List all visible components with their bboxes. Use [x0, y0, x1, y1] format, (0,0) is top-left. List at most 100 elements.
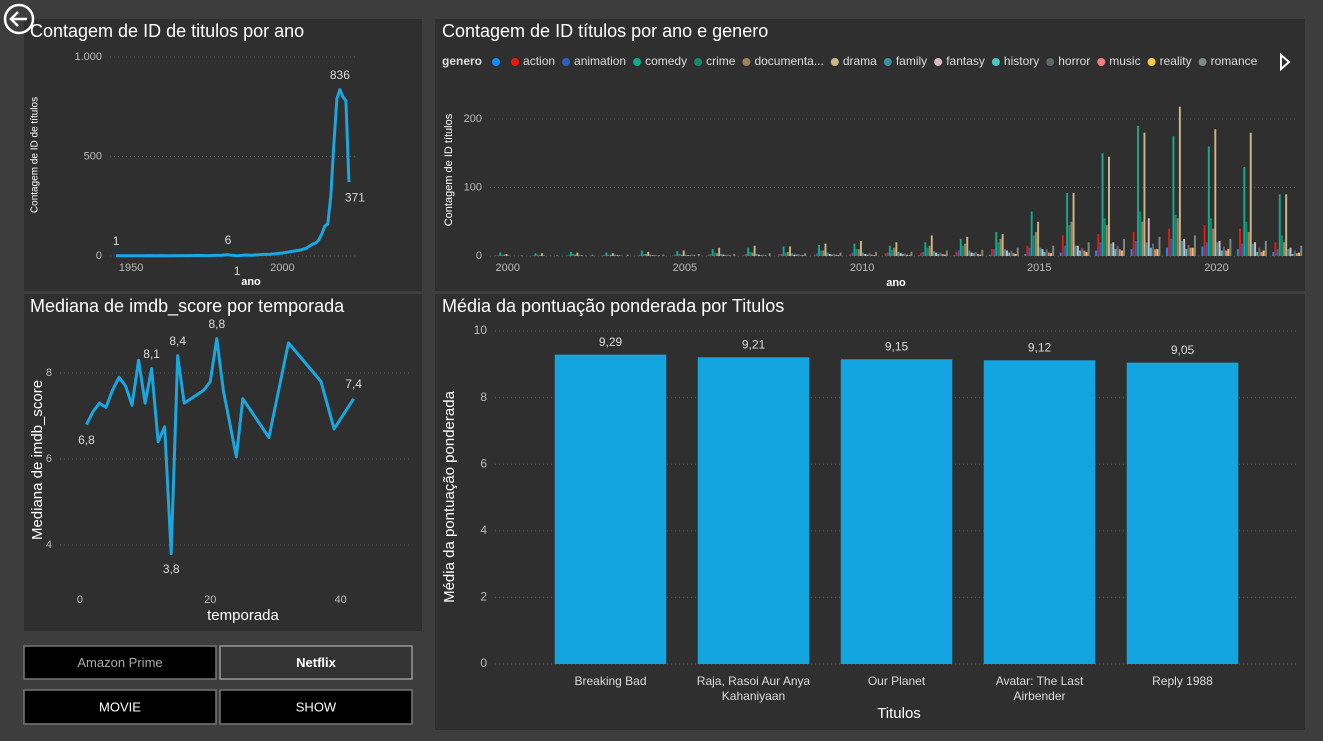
legend-label: documenta... — [754, 54, 823, 68]
slicer-button[interactable]: Amazon Prime — [23, 645, 217, 680]
data-label: 9,05 — [1171, 343, 1195, 357]
bar — [572, 253, 575, 256]
bar — [503, 254, 506, 256]
bar — [532, 255, 535, 256]
bar — [651, 255, 654, 256]
bar — [768, 253, 771, 256]
bar — [968, 250, 971, 256]
legend-label: action — [523, 54, 555, 68]
slicer-button[interactable]: MOVIE — [23, 689, 217, 725]
bar — [534, 253, 537, 256]
bar — [554, 354, 667, 664]
bar — [1045, 249, 1048, 256]
bar — [1068, 225, 1071, 256]
bar — [1074, 245, 1077, 256]
x-tick-label: Breaking Bad — [574, 674, 647, 688]
y-tick-label: 0 — [96, 250, 102, 262]
bar — [820, 250, 823, 256]
bar — [742, 254, 745, 256]
bar — [1193, 235, 1196, 256]
bar — [745, 253, 747, 256]
bar — [1262, 250, 1265, 256]
bar — [680, 254, 683, 256]
bar — [1295, 253, 1298, 256]
bar — [1116, 245, 1119, 256]
bar — [1143, 132, 1146, 256]
bar — [1137, 125, 1139, 256]
back-button[interactable] — [3, 3, 35, 35]
slicer-button[interactable]: SHOW — [219, 689, 413, 725]
bar — [1066, 192, 1069, 256]
chart-title: Mediana de imdb_score por temporada — [30, 296, 345, 317]
bar — [791, 253, 794, 256]
bar — [1032, 235, 1035, 256]
legend-marker — [511, 58, 520, 66]
bar — [1134, 240, 1137, 256]
y-tick-label: 200 — [464, 113, 482, 125]
bar — [707, 254, 710, 256]
bar — [826, 252, 829, 256]
y-axis-label: Contagem de ID títulos — [443, 113, 455, 226]
bar — [762, 254, 765, 256]
bar — [780, 253, 783, 256]
data-label: 8,1 — [143, 347, 160, 361]
button-label[interactable]: MOVIE — [99, 699, 141, 714]
bar — [565, 255, 568, 256]
bar — [1130, 249, 1133, 256]
chart-title: Média da pontuação ponderada por Titulos — [442, 296, 784, 316]
data-label: 7,4 — [345, 377, 362, 391]
legend-marker — [830, 58, 839, 66]
legend-marker — [883, 58, 892, 66]
bar — [1126, 362, 1239, 664]
bar — [903, 253, 906, 256]
bar — [1059, 252, 1062, 256]
bar — [585, 255, 587, 256]
bar — [1010, 250, 1013, 256]
chart-title: Contagem de ID títulos por ano e genero — [442, 21, 768, 41]
bar — [541, 253, 543, 256]
bar — [920, 252, 923, 256]
button-frame[interactable] — [219, 645, 413, 680]
bar — [722, 254, 725, 256]
button-frame[interactable] — [23, 689, 217, 725]
button-label[interactable]: SHOW — [296, 699, 337, 714]
bar — [932, 251, 935, 256]
y-tick-label: 8 — [46, 367, 52, 379]
legend-marker — [562, 58, 571, 66]
bar — [1191, 247, 1194, 256]
legend-marker — [1198, 58, 1207, 66]
bar — [908, 255, 911, 256]
bar — [886, 252, 889, 256]
bar — [1118, 249, 1121, 256]
bar — [1158, 236, 1161, 256]
bar — [682, 250, 685, 256]
button-frame[interactable] — [23, 645, 217, 680]
button-label[interactable]: Amazon Prime — [77, 655, 162, 670]
bar — [1264, 240, 1267, 256]
bar — [853, 243, 856, 256]
bar — [591, 254, 594, 256]
line — [116, 88, 351, 258]
bar — [1079, 250, 1081, 256]
button-frame[interactable] — [219, 689, 413, 725]
bar — [757, 254, 760, 256]
bar — [520, 255, 523, 256]
bar — [851, 252, 854, 256]
x-tick-label: Our Planet — [867, 674, 926, 688]
bar — [928, 245, 931, 256]
slicer-button[interactable]: Netflix — [219, 645, 413, 680]
bar — [1081, 247, 1084, 256]
bar — [864, 253, 867, 256]
bar — [1108, 156, 1110, 256]
bar — [1225, 250, 1228, 256]
bar — [1216, 242, 1219, 256]
bar — [1207, 146, 1210, 256]
bar — [507, 255, 510, 256]
x-axis-label: ano — [241, 276, 261, 288]
bar — [930, 235, 933, 256]
bar — [957, 250, 960, 256]
bar — [640, 250, 643, 256]
button-label[interactable]: Netflix — [296, 655, 337, 670]
y-tick-label: 1.000 — [74, 51, 102, 63]
bar — [997, 242, 1000, 256]
